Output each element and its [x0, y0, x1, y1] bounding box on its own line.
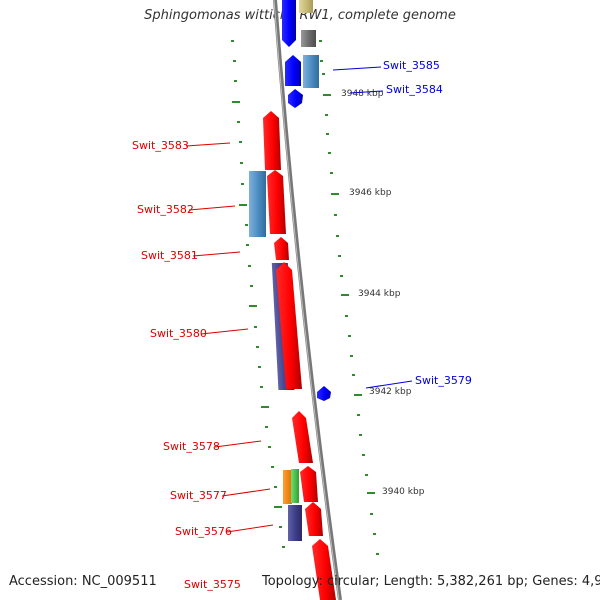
- scale-label-3942: 3942 kbp: [369, 387, 412, 397]
- gene-swit-3577[interactable]: [300, 466, 318, 502]
- gene-feature-top-gray[interactable]: [301, 30, 316, 47]
- gene-label-swit-3581[interactable]: Swit_3581: [141, 249, 198, 262]
- outer-tick-marks: [319, 40, 379, 555]
- gene-label-swit-3579[interactable]: Swit_3579: [415, 374, 472, 387]
- gene-label-swit-3575[interactable]: Swit_3575: [184, 578, 241, 591]
- gene-feature-green-3577[interactable]: [291, 469, 299, 503]
- gene-label-swit-3582[interactable]: Swit_3582: [137, 203, 194, 216]
- gene-label-swit-3585[interactable]: Swit_3585: [383, 59, 440, 72]
- scale-label-3940: 3940 kbp: [382, 487, 425, 497]
- genome-title: Sphingomonas wittichii RW1, complete gen…: [144, 8, 456, 23]
- gene-swit-3584[interactable]: [288, 89, 303, 108]
- gene-label-swit-3580[interactable]: Swit_3580: [150, 327, 207, 340]
- gene-swit-3576[interactable]: [305, 502, 323, 536]
- inner-tick-marks: [231, 40, 285, 548]
- gene-label-swit-3577[interactable]: Swit_3577: [170, 489, 227, 502]
- gene-label-swit-3583[interactable]: Swit_3583: [132, 139, 189, 152]
- gene-feature-top-blue[interactable]: [282, 0, 296, 47]
- genome-summary-text: Topology: circular; Length: 5,382,261 bp…: [262, 574, 600, 589]
- gene-label-swit-3584[interactable]: Swit_3584: [386, 83, 443, 96]
- gene-swit-3581[interactable]: [274, 237, 289, 260]
- gene-swit-3579[interactable]: [317, 386, 331, 401]
- gene-swit-3580[interactable]: [276, 262, 302, 389]
- gene-swit-3583[interactable]: [263, 111, 281, 170]
- gene-swit-3585[interactable]: [285, 55, 301, 86]
- genome-backbone: [273, 0, 342, 600]
- gene-label-swit-3578[interactable]: Swit_3578: [163, 440, 220, 453]
- accession-text: Accession: NC_009511: [9, 574, 157, 589]
- gene-feature-steel-3582[interactable]: [249, 171, 266, 237]
- gene-feature-steel-3585[interactable]: [303, 55, 319, 88]
- gene-label-swit-3576[interactable]: Swit_3576: [175, 525, 232, 538]
- gene-feature-purple-3576[interactable]: [288, 505, 302, 541]
- scale-label-3946: 3946 kbp: [349, 188, 392, 198]
- gene-swit-3582[interactable]: [267, 170, 286, 234]
- scale-label-3948: 3948 kbp: [341, 89, 384, 99]
- gene-feature-top-khaki[interactable]: [299, 0, 313, 13]
- gene-swit-3575[interactable]: [312, 539, 336, 600]
- scale-label-3944: 3944 kbp: [358, 289, 401, 299]
- gene-swit-3578[interactable]: [292, 411, 313, 463]
- gene-feature-orange-3577[interactable]: [283, 470, 292, 504]
